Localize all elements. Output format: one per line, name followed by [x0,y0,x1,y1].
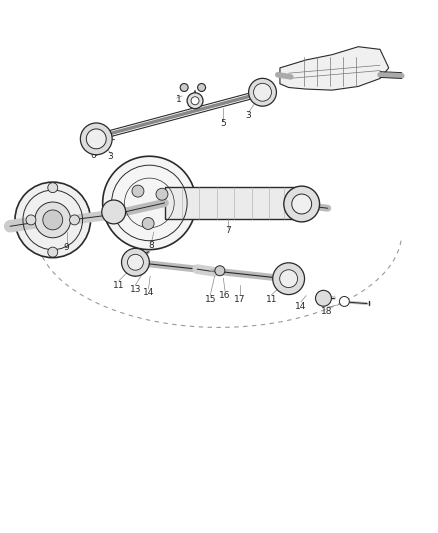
Circle shape [43,210,63,230]
Circle shape [284,186,320,222]
Text: 11: 11 [265,295,277,304]
Circle shape [80,123,112,155]
Circle shape [86,129,106,149]
Circle shape [121,248,149,276]
Text: 2: 2 [188,95,194,104]
Text: 7: 7 [225,226,230,235]
Text: 13: 13 [130,285,141,294]
Circle shape [15,182,91,257]
Text: 14: 14 [295,302,307,311]
Circle shape [70,215,79,225]
Circle shape [254,83,272,101]
Circle shape [198,84,205,92]
Circle shape [315,290,332,306]
Text: 11: 11 [113,280,125,289]
Text: 3: 3 [246,111,251,120]
Circle shape [102,200,126,224]
Circle shape [191,97,199,104]
Circle shape [127,254,143,270]
Text: 16: 16 [219,291,231,300]
Polygon shape [280,47,389,90]
Circle shape [26,215,36,225]
Circle shape [35,202,71,238]
Text: 17: 17 [234,295,246,304]
Circle shape [48,247,58,257]
Text: 8: 8 [148,241,155,250]
Text: 9: 9 [64,244,70,253]
Circle shape [339,296,350,306]
Circle shape [215,266,225,276]
Circle shape [280,270,297,288]
Text: 5: 5 [220,119,226,128]
Circle shape [48,183,58,192]
Circle shape [102,156,196,249]
Text: 14: 14 [143,288,154,297]
Text: 15: 15 [205,295,216,304]
Text: 18: 18 [321,307,333,316]
Text: 1: 1 [176,95,182,104]
Text: 6: 6 [91,151,96,160]
Circle shape [156,188,168,200]
Bar [165,187,297,219]
Circle shape [180,84,188,92]
Text: 3: 3 [107,152,113,161]
Circle shape [142,217,154,229]
Circle shape [187,93,203,109]
Circle shape [292,194,311,214]
Circle shape [132,185,144,197]
Circle shape [273,263,304,295]
Circle shape [249,78,276,106]
